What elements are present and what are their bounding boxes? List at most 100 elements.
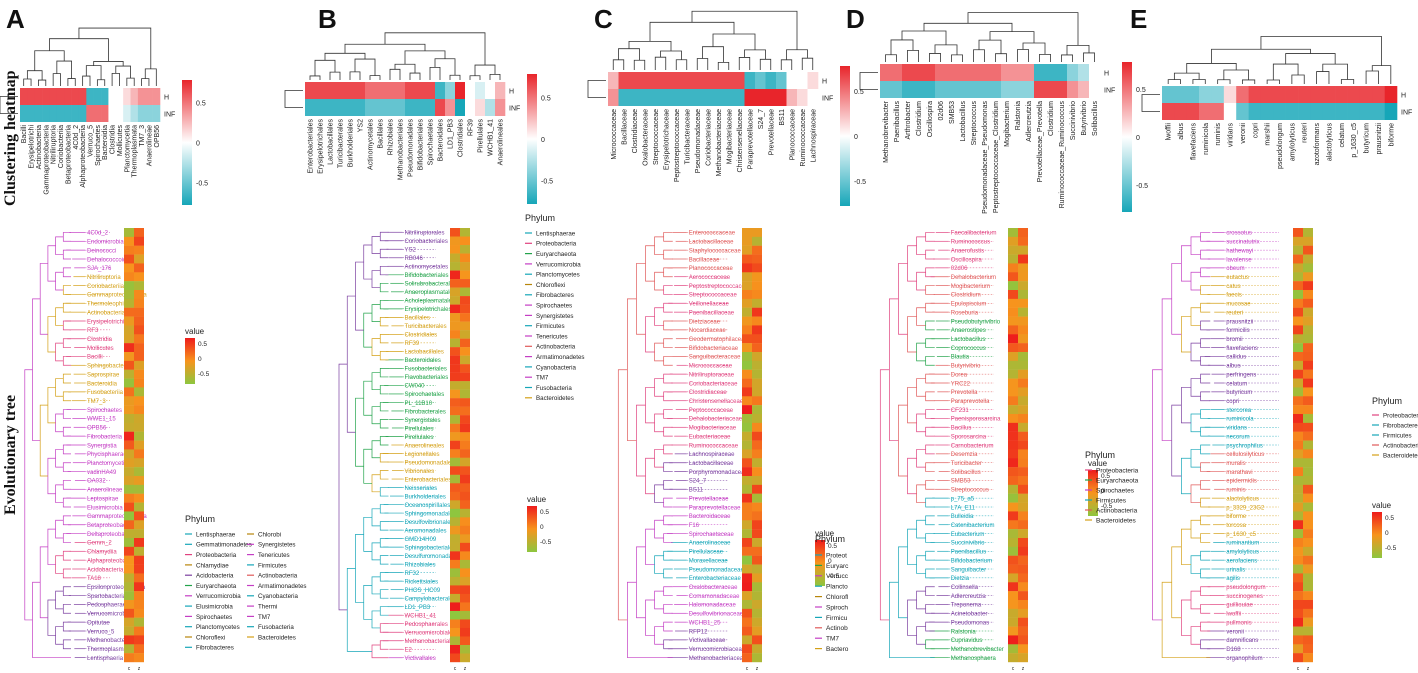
colorbar-tick: -0.5 xyxy=(196,181,208,188)
tree-heat-cell xyxy=(134,343,144,353)
tree-leaf-label: stercorea xyxy=(1226,408,1252,414)
tree-node xyxy=(62,285,71,295)
dendrogram-branch xyxy=(1186,63,1237,74)
heat-col-label: reuteri xyxy=(1302,123,1309,143)
tree-node xyxy=(1200,409,1211,419)
tree-heat-cell xyxy=(1303,564,1313,574)
tree-leaf-label: WWE1_15 xyxy=(87,417,116,423)
tree-leaf-label: Acholeplasmatales xyxy=(405,299,455,305)
tree-heat-cell xyxy=(1293,369,1303,379)
heat-col-label: Planococcaceae xyxy=(789,109,796,160)
tree-node xyxy=(654,271,664,291)
tree-heat-cell xyxy=(752,502,762,512)
tree-heat-cell xyxy=(460,313,470,322)
phylum-legend-item: Euryarc xyxy=(826,563,849,570)
dendrogram-branch xyxy=(1340,79,1355,84)
heat-colorbar xyxy=(182,80,192,205)
tree-node xyxy=(907,457,917,495)
tree-heat-cell xyxy=(1303,511,1313,521)
tree-heat-cell xyxy=(742,484,752,494)
tree-heat-cell xyxy=(1018,546,1028,556)
tree-node xyxy=(55,555,64,574)
dendrogram-branch xyxy=(56,60,72,79)
tree-node xyxy=(379,368,389,378)
column-dendrogram xyxy=(284,32,501,108)
heat-cell xyxy=(1372,103,1385,120)
tree-heat-cell xyxy=(450,330,460,339)
tree-heat-cell xyxy=(134,290,144,300)
tree-heat-cell xyxy=(124,298,134,308)
tree-leaf-label: Pedosphaerales xyxy=(405,622,448,628)
tree-heat-cell xyxy=(1018,405,1028,415)
tree-leaf-label: Pirellulaceae xyxy=(689,550,724,556)
tree-heat-cell xyxy=(124,431,134,441)
tree-heat-cell xyxy=(1303,635,1313,645)
phylum-legend-item: Spirochaetes xyxy=(1096,487,1135,494)
tree-node xyxy=(1190,236,1201,255)
dendrogram-branch xyxy=(967,12,1079,46)
tree-heat-cell xyxy=(1293,564,1303,574)
tree-heat-cell xyxy=(1018,617,1028,627)
tree-node xyxy=(925,586,935,596)
tree-node xyxy=(62,320,71,331)
heat-col-label: marshii xyxy=(1265,123,1272,146)
tree-node xyxy=(916,484,926,503)
tree-node xyxy=(379,572,389,582)
tree-leaf-label: Elusimicrobia xyxy=(87,505,123,511)
phylum-legend-title: Phylum xyxy=(815,534,845,544)
tree-node xyxy=(645,387,655,424)
heat-cell xyxy=(1384,86,1398,103)
phylum-legend-item: Thermi xyxy=(258,604,277,611)
tree-leaf-label: Betaproteobacteria xyxy=(87,523,138,529)
heat-cell xyxy=(786,89,798,106)
tree-leaf-label: reuteri xyxy=(1226,310,1243,316)
heat-cell xyxy=(445,82,456,99)
tree-heat-cell xyxy=(124,307,134,317)
dendrogram-branch xyxy=(995,53,1007,62)
tree-heat-cell xyxy=(460,593,470,603)
tree-heat-cell xyxy=(742,635,752,645)
tree-leaf-label: Oxalobacteraceae xyxy=(689,585,738,591)
tree-heat-cell xyxy=(124,573,134,583)
tree-node xyxy=(925,409,935,419)
heat-cell xyxy=(34,105,43,122)
heat-col-label: p_1630_c5 xyxy=(1351,123,1358,158)
tree-heat-cell xyxy=(450,449,460,458)
heat-cell xyxy=(325,82,336,99)
tree-heat-cell xyxy=(124,254,134,264)
phylum-legend-item: Synergistetes xyxy=(258,542,296,549)
heat-col-label: flavefaciens xyxy=(1190,123,1197,160)
tree-node xyxy=(1190,555,1201,574)
heat-cell xyxy=(1335,103,1348,120)
dendrogram-branch xyxy=(23,78,32,86)
tree-node xyxy=(379,640,389,650)
row-label-clustering: Clustering heatmap xyxy=(2,70,19,206)
tree-heat-cell xyxy=(1303,254,1313,264)
tree-heat-cell xyxy=(1303,467,1313,477)
tree-heat-cell xyxy=(1008,316,1018,326)
tree-heat-cell xyxy=(1018,484,1028,494)
tree-heat-cell xyxy=(124,422,134,432)
tree-heat-cell xyxy=(134,520,144,530)
tree-leaf-label: Verrucomicrobiaceae xyxy=(689,647,746,653)
heat-cell xyxy=(1236,86,1249,103)
dendrogram-branch xyxy=(115,65,131,79)
tree-leaf-label: p_75_a5 xyxy=(951,496,975,502)
heat-col-label: alactolyticus xyxy=(1326,123,1333,162)
heat-col-label: copri xyxy=(1252,123,1259,139)
heat-cell xyxy=(776,89,787,106)
value-tick: 0.5 xyxy=(1101,473,1110,480)
tree-node xyxy=(916,378,926,397)
tree-heat-cell xyxy=(460,525,470,535)
tree-leaf-label: BS11 xyxy=(689,488,704,494)
tree-node xyxy=(636,263,646,335)
tree-node xyxy=(363,244,372,280)
tree-node xyxy=(925,515,935,526)
phylum-legend-item: Proteobacteria xyxy=(1383,412,1418,419)
tree-heat-cell xyxy=(450,534,460,544)
tree-heat-cell xyxy=(1008,263,1018,273)
tree-heat-cell xyxy=(1008,502,1018,512)
heat-col-label: Streptococcus xyxy=(971,101,978,146)
tree-leaf-label: pseudolongum xyxy=(1226,585,1265,591)
